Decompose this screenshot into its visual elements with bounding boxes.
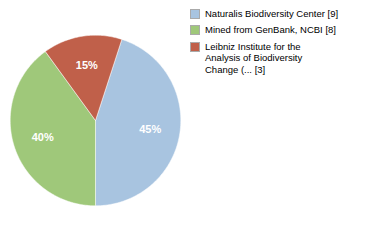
html-text:Leibniz Institute for the Anal: Leibniz Institute for the Analysis of Bi… bbox=[205, 40, 303, 75]
html-text:Mined from GenBank, NCBI [8]: Mined from GenBank, NCBI [8] bbox=[205, 24, 336, 36]
svg-text:15%: 15% bbox=[76, 59, 98, 71]
svg-text:40%: 40% bbox=[32, 131, 54, 143]
svg-text:45%: 45% bbox=[139, 123, 161, 135]
html-text:Naturalis Biodiversity Center: Naturalis Biodiversity Center [9] bbox=[205, 8, 339, 19]
